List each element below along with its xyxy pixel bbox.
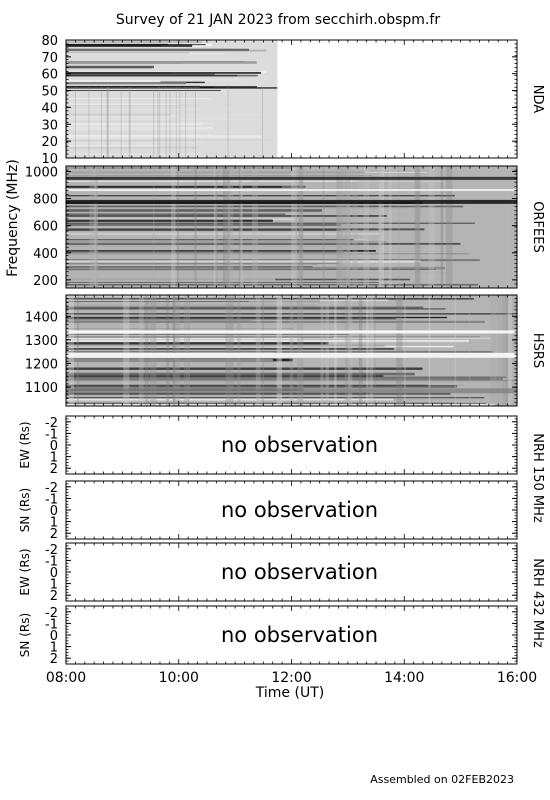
nda-ytick-label: 40 <box>41 101 58 116</box>
hsrs-ytick-label: 1200 <box>25 357 58 372</box>
nrh150-sn-axis-label: SN (Rs) <box>18 488 32 532</box>
orfees-ytick-label: 200 <box>33 274 58 289</box>
nrh432-ew-ytick-label: 0 <box>50 566 58 581</box>
nrh432-sn-axis-label: SN (Rs) <box>18 613 32 657</box>
nrh432-sn-ytick-label: 0 <box>50 629 58 644</box>
nrh432-sn-ytick-label: -2 <box>45 606 58 621</box>
panels: 1020304050607080NDA2004006008001000ORFEE… <box>18 34 545 667</box>
nrh432-sn-ytick-label: 1 <box>50 641 58 656</box>
nrh150-side-label: NRH 150 MHz <box>530 433 545 523</box>
nda-ytick-label: 50 <box>41 85 58 100</box>
orfees-panel: 200 400 600 800 1000 ORFEES <box>25 165 545 288</box>
nda-spectrum-texture <box>66 41 278 159</box>
nrh432-sn-ytick-label: -1 <box>45 617 58 632</box>
nrh150-sn-ytick-label: -1 <box>45 492 58 507</box>
time-tick-label: 08:00 <box>46 670 86 686</box>
time-axis-label: Time (UT) <box>255 685 324 701</box>
time-tick-label: 10:00 <box>159 670 199 686</box>
time-tick-label: 14:00 <box>384 670 424 686</box>
nda-ytick-label: 20 <box>41 135 58 150</box>
nrh150-ew-ytick-label: 0 <box>50 439 58 454</box>
time-tick-label: 12:00 <box>271 670 311 686</box>
nrh150-ew-ytick-label: -1 <box>45 427 58 442</box>
hsrs-ytick-label: 1300 <box>25 334 58 349</box>
orfees-ytick-label: 600 <box>33 220 58 235</box>
nrh150-ew-axis-label: EW (Rs) <box>18 421 32 468</box>
time-axis: 08:00 10:00 12:00 14:00 16:00 <box>46 670 537 686</box>
nda-ytick-label: 80 <box>41 34 58 49</box>
nrh432-ew-ytick-label: -2 <box>45 543 58 558</box>
nrh150-sn-no-observation: no observation <box>221 498 378 522</box>
orfees-ytick-label: 400 <box>33 247 58 262</box>
nrh432-ew-ytick-label: 1 <box>50 578 58 593</box>
hsrs-spectrum-texture <box>66 295 518 406</box>
nrh432-ew-axis-label: EW (Rs) <box>18 548 32 595</box>
orfees-spectrum-texture <box>66 166 517 288</box>
nda-side-label: NDA <box>530 85 545 114</box>
nrh432-sn-no-observation: no observation <box>221 623 378 647</box>
hsrs-ytick-label: 1400 <box>25 310 58 325</box>
frequency-axis-label: Frequency (MHz) <box>5 159 21 277</box>
nrh150-sn-ytick-label: 0 <box>50 504 58 519</box>
orfees-side-label: ORFEES <box>530 201 545 252</box>
nda-ytick-label: 30 <box>41 118 58 133</box>
nrh150-ew-ytick-label: 1 <box>50 451 58 466</box>
nda-ytick-label: 70 <box>41 51 58 66</box>
nda-ytick-label: 10 <box>41 152 58 167</box>
nrh150-ew-ytick-label: -2 <box>45 416 58 431</box>
nrh150-ew-ytick-label: 2 <box>50 462 58 477</box>
hsrs-ytick-label: 1100 <box>25 381 58 396</box>
nda-ytick-label: 60 <box>41 68 58 83</box>
hsrs-panel: 1100 1200 1300 1400 HSRS <box>25 294 545 407</box>
nrh150-sn-ytick-label: 2 <box>50 527 58 542</box>
nrh432-ew-ytick-label: 2 <box>50 589 58 604</box>
assembled-footer: Assembled on 02FEB2023 <box>370 773 514 786</box>
nrh432-side-label: NRH 432 MHz <box>530 558 545 648</box>
nrh432-sn-ytick-label: 2 <box>50 652 58 667</box>
hsrs-side-label: HSRS <box>530 333 545 368</box>
nrh432-ew-no-observation: no observation <box>221 560 378 584</box>
time-tick-label: 16:00 <box>497 670 537 686</box>
orfees-ytick-label: 1000 <box>25 165 58 180</box>
nrh150-sn-ytick-label: 1 <box>50 516 58 531</box>
nrh432-ew-ytick-label: -1 <box>45 554 58 569</box>
nrh150-ew-no-observation: no observation <box>221 433 378 457</box>
orfees-ytick-label: 800 <box>33 193 58 208</box>
nrh150-sn-ytick-label: -2 <box>45 481 58 496</box>
chart-title: Survey of 21 JAN 2023 from secchirh.obsp… <box>116 12 440 28</box>
